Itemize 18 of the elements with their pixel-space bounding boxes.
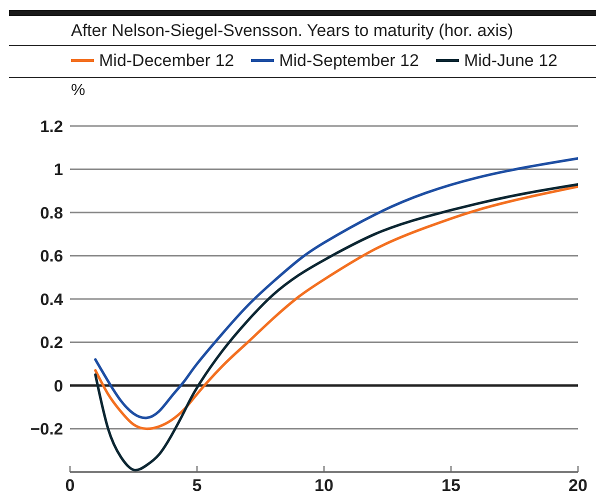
y-axis-title: % bbox=[71, 81, 86, 100]
y-tick-label: −0.2 bbox=[30, 420, 63, 439]
y-tick-label: 0.2 bbox=[40, 334, 63, 352]
legend-label: Mid-June 12 bbox=[464, 50, 558, 71]
x-tick-label: 10 bbox=[314, 476, 334, 495]
legend-label: Mid-September 12 bbox=[279, 50, 419, 71]
legend-label: Mid-December 12 bbox=[99, 50, 234, 71]
x-tick-label: 15 bbox=[442, 476, 460, 495]
chart-title: After Nelson-Siegel-Svensson. Years to maturity (hor. axis) bbox=[71, 20, 514, 41]
y-tick-label: 1.2 bbox=[40, 118, 63, 136]
x-tick-label: 5 bbox=[192, 476, 202, 495]
x-tick-label: 20 bbox=[568, 476, 588, 495]
y-tick-label: 0 bbox=[54, 377, 63, 396]
y-tick-label: 0.4 bbox=[40, 290, 64, 309]
y-tick-label: 0.8 bbox=[40, 204, 63, 222]
y-tick-label: 0.6 bbox=[40, 248, 63, 266]
x-tick-label: 0 bbox=[65, 476, 75, 495]
y-tick-label: 1 bbox=[54, 161, 63, 180]
